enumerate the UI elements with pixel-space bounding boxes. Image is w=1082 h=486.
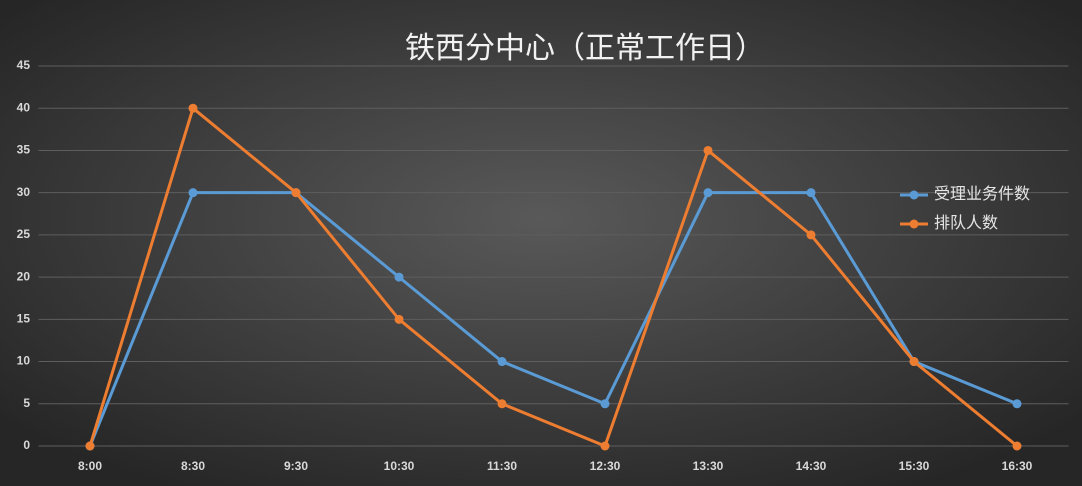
y-tick-label: 25 (17, 227, 31, 241)
x-tick-label: 9:30 (284, 459, 308, 473)
point (85, 441, 95, 451)
x-tick-label: 11:30 (487, 459, 517, 473)
x-tick-label: 8:00 (78, 459, 102, 473)
y-tick-label: 35 (17, 143, 31, 157)
point (806, 188, 816, 198)
point (1012, 441, 1022, 451)
chart-title: 铁西分中心（正常工作日） (405, 32, 765, 65)
x-tick-label: 12:30 (590, 459, 621, 473)
point (600, 441, 610, 451)
y-tick-label: 40 (17, 100, 31, 114)
y-tick-label: 20 (17, 269, 31, 283)
x-tick-label: 10:30 (384, 459, 415, 473)
point (188, 103, 198, 113)
point (497, 399, 507, 409)
x-tick-label: 13:30 (693, 459, 724, 473)
y-tick-label: 10 (17, 354, 31, 368)
point (394, 272, 404, 282)
point (188, 188, 198, 198)
legend-marker (909, 219, 919, 229)
point (909, 357, 919, 367)
x-tick-label: 16:30 (1002, 459, 1033, 473)
y-tick-label: 30 (17, 185, 31, 199)
legend-marker (909, 190, 919, 200)
point (703, 145, 713, 155)
x-tick-label: 14:30 (796, 459, 827, 473)
series-line (88, 106, 1018, 448)
point (291, 188, 301, 198)
point (600, 399, 610, 409)
point (497, 357, 507, 367)
legend-label: 排队人数 (934, 214, 998, 232)
point (806, 230, 816, 240)
y-tick-label: 5 (23, 396, 30, 410)
y-tick-label: 15 (17, 312, 31, 326)
legend-label: 受理业务件数 (934, 185, 1030, 203)
point (394, 314, 404, 324)
x-tick-label: 15:30 (899, 459, 930, 473)
y-tick-label: 45 (17, 58, 31, 72)
point (703, 188, 713, 198)
point (1012, 399, 1022, 409)
y-tick-label: 0 (23, 438, 30, 452)
x-tick-label: 8:30 (181, 459, 205, 473)
series-line (88, 191, 1018, 447)
